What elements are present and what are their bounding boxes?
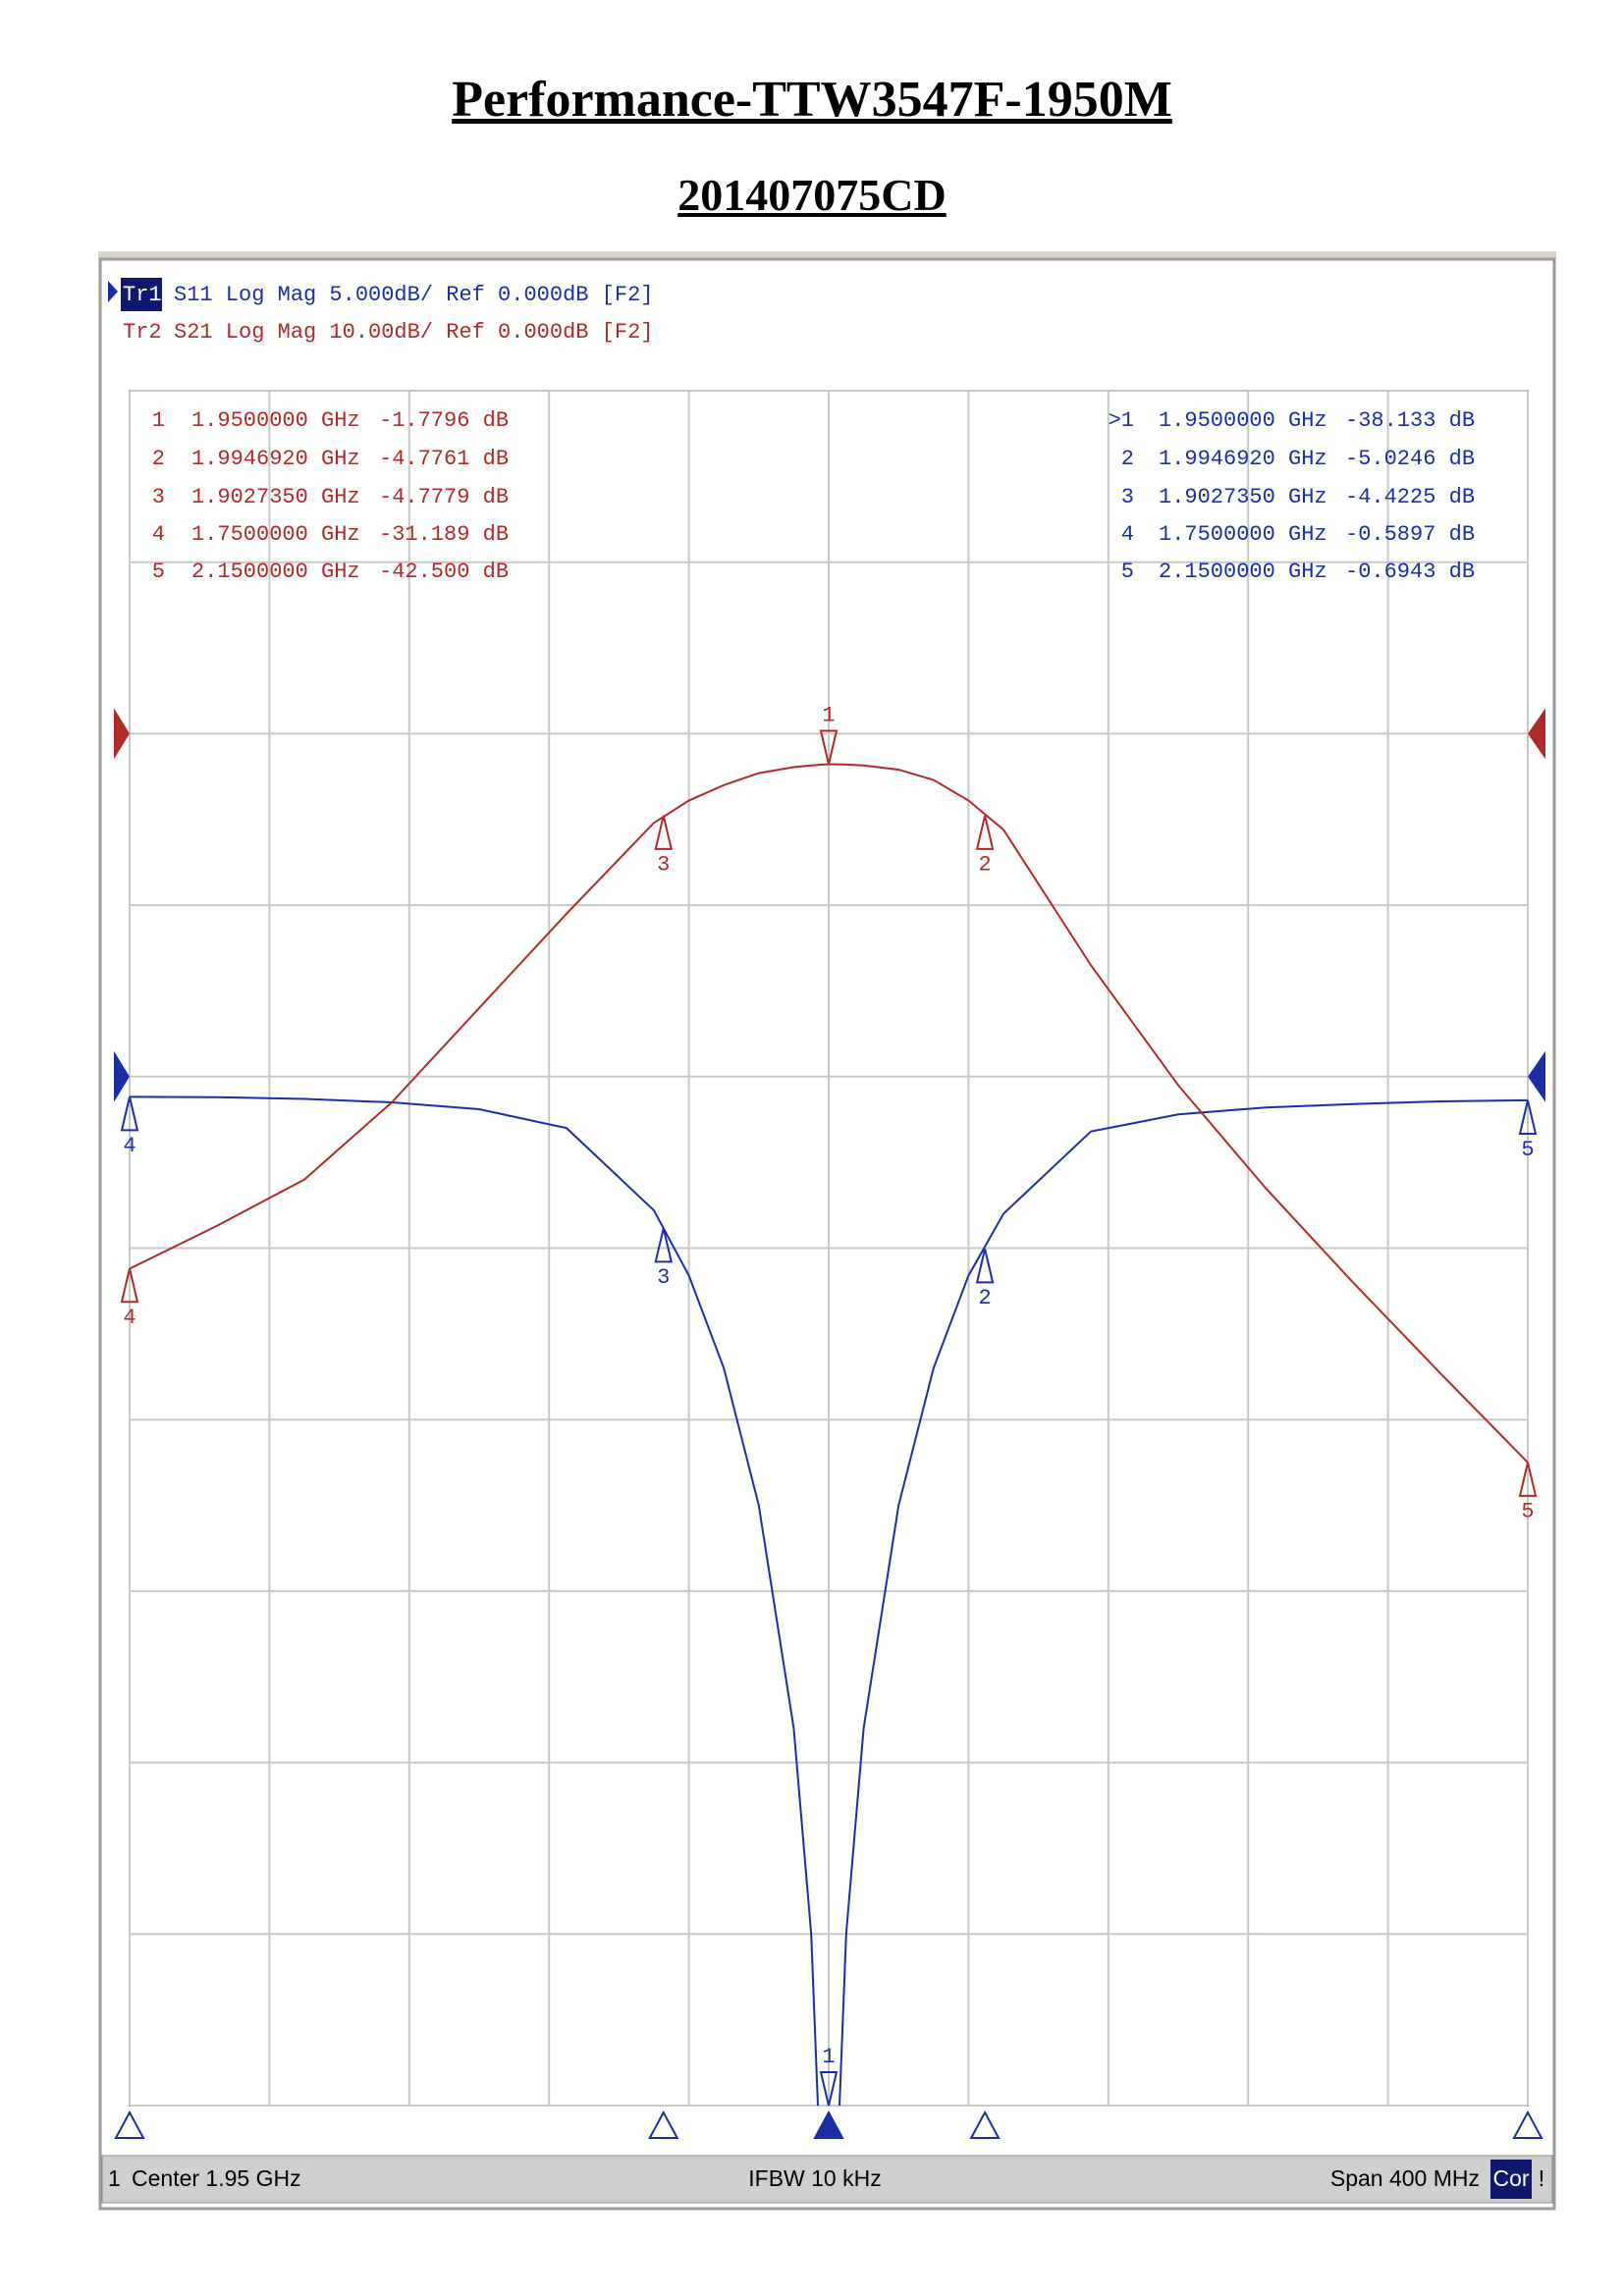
screen-frame — [98, 257, 1556, 2211]
trace-marker — [120, 1096, 139, 1132]
stimulus-marker — [1512, 2109, 1543, 2139]
marker-table-value: -0.6943 dB — [1345, 560, 1475, 584]
marker-table-value: -5.0246 dB — [1345, 447, 1475, 471]
trace-setting: S21 Log Mag 10.00dB/ Ref 0.000dB [F2] — [174, 320, 653, 345]
marker-table-number: 2 — [1121, 447, 1134, 471]
trace-marker — [1518, 1462, 1538, 1497]
trace-marker-label: 5 — [1521, 1138, 1534, 1162]
span: Span 400 MHz — [1330, 2165, 1480, 2191]
page-subtitle: 201407075CD — [677, 170, 947, 220]
marker-table-value: -1.7796 dB — [379, 408, 509, 433]
trace-marker — [819, 729, 839, 765]
trace-marker — [975, 1249, 995, 1284]
marker-table-number: 1 — [152, 408, 165, 433]
marker-table-number: 3 — [1121, 485, 1134, 509]
trace-marker-label: 1 — [822, 2045, 835, 2069]
trace-marker-label: 4 — [123, 1134, 135, 1158]
trace-marker — [120, 1268, 139, 1304]
marker-table-stimulus: 1.9500000 GHz — [191, 408, 360, 433]
marker-table-value: -4.7761 dB — [379, 447, 509, 471]
if-bandwidth: IFBW 10 kHz — [748, 2165, 881, 2191]
trace-marker-label: 3 — [657, 853, 670, 878]
marker-table-value: -0.5897 dB — [1345, 522, 1475, 547]
marker-table-number: >1 — [1109, 408, 1134, 433]
stimulus-marker — [969, 2109, 1001, 2139]
marker-table-stimulus: 2.1500000 GHz — [191, 560, 360, 584]
trace-marker — [819, 2071, 839, 2107]
marker-table-number: 2 — [152, 447, 165, 471]
channel-number: 1 — [108, 2165, 121, 2191]
trace-marker-label: 1 — [822, 703, 835, 727]
marker-table-value: -42.500 dB — [379, 560, 509, 584]
stimulus-marker — [114, 2109, 145, 2139]
marker-table-stimulus: 2.1500000 GHz — [1159, 560, 1327, 584]
marker-table-number: 5 — [152, 560, 165, 584]
marker-table-stimulus: 1.7500000 GHz — [191, 522, 360, 547]
stimulus-marker — [813, 2109, 844, 2139]
trace-marker-label: 2 — [979, 1286, 992, 1310]
marker-table-number: 4 — [152, 522, 165, 547]
marker-table-value: -4.7779 dB — [379, 485, 509, 509]
active-trace-tag-box — [121, 278, 162, 311]
trace-line — [130, 1095, 1528, 2106]
marker-table-value: -38.133 dB — [1345, 408, 1475, 433]
trace-marker — [1518, 1099, 1538, 1136]
trace-marker-label: 3 — [657, 1265, 670, 1290]
correction-status: Cor — [1492, 2165, 1529, 2191]
marker-table-number: 5 — [1121, 560, 1134, 584]
ref-level-marker — [114, 708, 130, 760]
marker-table-stimulus: 1.9946920 GHz — [191, 447, 360, 471]
ref-level-marker — [1528, 708, 1545, 760]
marker-table-stimulus: 1.9027350 GHz — [1159, 485, 1327, 509]
trace-marker — [654, 1228, 673, 1263]
trace-marker — [975, 815, 995, 850]
marker-table-value: -31.189 dB — [379, 522, 509, 547]
marker-table-number: 3 — [152, 485, 165, 509]
marker-table-stimulus: 1.9946920 GHz — [1159, 447, 1327, 471]
stimulus-marker — [648, 2109, 679, 2139]
trace-tag: Tr1 — [123, 283, 162, 307]
cor-box — [1490, 2160, 1532, 2199]
marker-table-stimulus: 1.7500000 GHz — [1159, 522, 1327, 547]
ref-level-marker — [1528, 1050, 1545, 1102]
marker-table-stimulus: 1.9027350 GHz — [191, 485, 360, 509]
plot-layer: Tr1 S11 Log Mag 5.000dB/ Ref 0.000dB [F2]… — [108, 283, 1545, 2191]
page-title: Performance-TTW3547F-1950M — [452, 72, 1172, 128]
center-frequency: Center 1.95 GHz — [132, 2165, 301, 2191]
screen-top-bar — [98, 251, 1556, 259]
trace-marker — [654, 815, 673, 850]
trace-marker-label: 5 — [1521, 1500, 1534, 1524]
marker-table-stimulus: 1.9500000 GHz — [1159, 408, 1327, 433]
trace-setting: S11 Log Mag 5.000dB/ Ref 0.000dB [F2] — [174, 283, 653, 307]
marker-table-number: 4 — [1121, 522, 1134, 547]
trace-tag: Tr2 — [123, 320, 162, 345]
alert-indicator: ! — [1539, 2165, 1544, 2191]
trace-marker-label: 4 — [123, 1306, 135, 1330]
marker-table-value: -4.4225 dB — [1345, 485, 1475, 509]
active-trace-arrow — [108, 281, 118, 302]
trace-marker-label: 2 — [979, 853, 992, 878]
status-bar — [101, 2155, 1553, 2204]
ref-level-marker — [114, 1050, 130, 1102]
